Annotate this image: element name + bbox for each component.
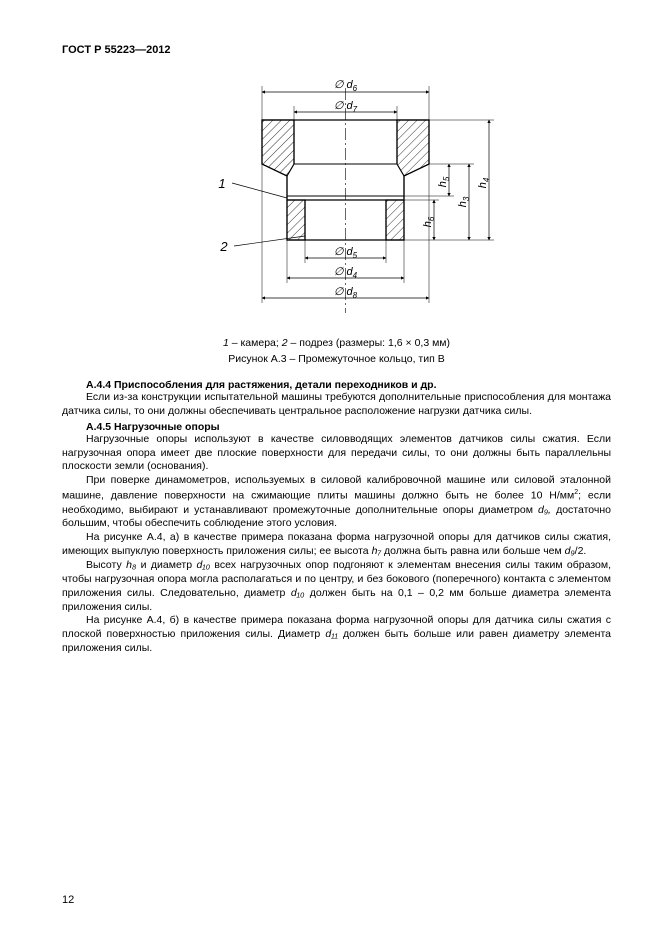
dim-d5: ∅ d5 [333,246,357,260]
page-number: 12 [62,894,74,906]
dim-h5: h5 [437,176,451,187]
para-a45-1: Нагрузочные опоры используют в качестве … [62,433,611,475]
callout-1: 1 [218,176,225,191]
heading-a44: А.4.4 Приспособления для растяжения, дет… [62,379,611,391]
dim-h4: h4 [477,177,491,188]
heading-a45: А.4.5 Нагрузочные опоры [62,421,611,433]
para-a45-2: При поверке динамометров, используемых в… [62,474,611,531]
dim-d8: ∅ d8 [333,286,357,300]
callout-2: 2 [219,239,228,254]
dim-d7: ∅ d7 [333,100,357,114]
document-header: ГОСТ Р 55223—2012 [62,44,611,56]
figure-caption-title: Рисунок А.3 – Промежуточное кольцо, тип … [62,353,611,365]
para-a45-5: На рисунке А.4, б) в качестве примера по… [62,614,611,656]
para-a44-1: Если из-за конструкции испытательной маш… [62,391,611,419]
figure-a3: ∅ d6 ∅ d7 ∅ d5 ∅ d4 ∅ d8 h4 h3 h5 [62,68,611,331]
dim-d4: ∅ d4 [333,266,357,280]
para-a45-3: На рисунке А.4, а) в качестве примера по… [62,531,611,559]
dim-h6: h6 [422,216,436,227]
figure-a3-svg: ∅ d6 ∅ d7 ∅ d5 ∅ d4 ∅ d8 h4 h3 h5 [172,68,522,326]
figure-caption-legend: 1 – камера; 2 – подрез (размеры: 1,6 × 0… [62,337,611,349]
para-a45-4: Высоту h₈ и диаметр d₁₀ всех нагрузочных… [62,559,611,614]
dim-h3: h3 [457,196,471,207]
dim-d6: ∅ d6 [333,79,357,93]
